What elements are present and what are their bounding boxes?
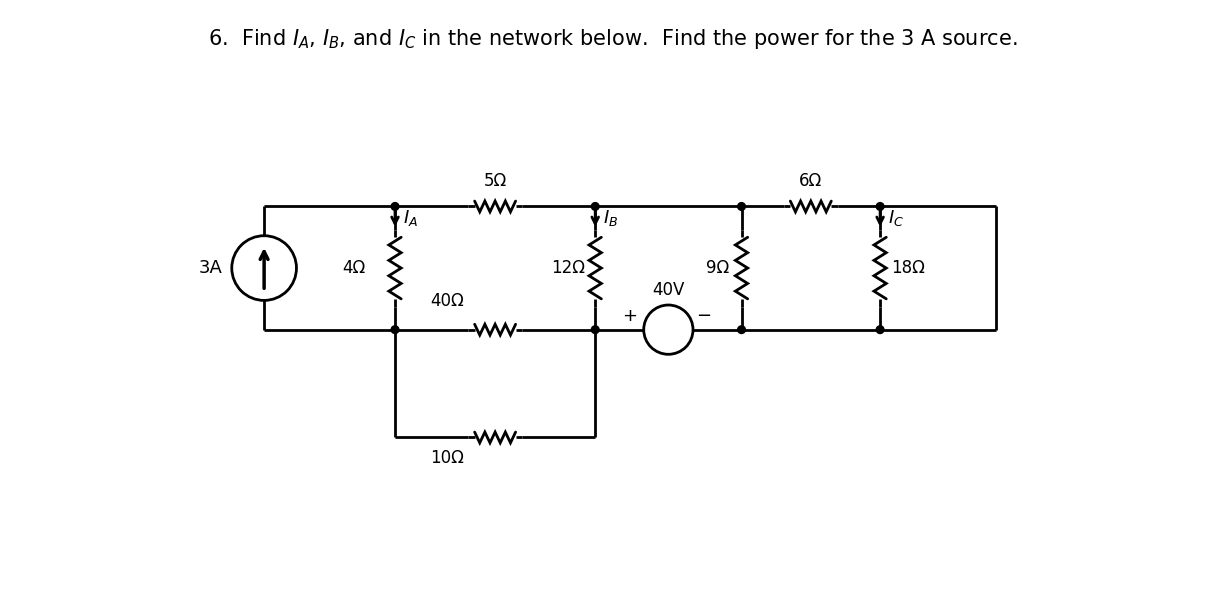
Text: $I_B$: $I_B$ <box>603 208 618 228</box>
Text: $I_C$: $I_C$ <box>888 208 904 228</box>
Text: 12Ω: 12Ω <box>552 259 585 277</box>
Text: −: − <box>696 307 711 325</box>
Circle shape <box>877 202 884 210</box>
Text: 4Ω: 4Ω <box>342 259 365 277</box>
Text: 6.  Find $I_A$, $I_B$, and $I_C$ in the network below.  Find the power for the 3: 6. Find $I_A$, $I_B$, and $I_C$ in the n… <box>208 27 1018 51</box>
Text: $I_A$: $I_A$ <box>402 208 418 228</box>
Circle shape <box>591 202 600 210</box>
Text: 40V: 40V <box>652 281 684 299</box>
Circle shape <box>738 202 745 210</box>
Text: 5Ω: 5Ω <box>483 172 506 190</box>
Circle shape <box>591 326 600 333</box>
Circle shape <box>738 326 745 333</box>
Circle shape <box>391 326 398 333</box>
Text: 40Ω: 40Ω <box>430 292 465 310</box>
Text: 3A: 3A <box>199 259 223 277</box>
Text: 10Ω: 10Ω <box>430 449 465 467</box>
Text: 9Ω: 9Ω <box>706 259 729 277</box>
Text: 6Ω: 6Ω <box>799 172 823 190</box>
Text: 18Ω: 18Ω <box>891 259 924 277</box>
Circle shape <box>877 326 884 333</box>
Text: +: + <box>623 307 638 325</box>
Circle shape <box>391 202 398 210</box>
